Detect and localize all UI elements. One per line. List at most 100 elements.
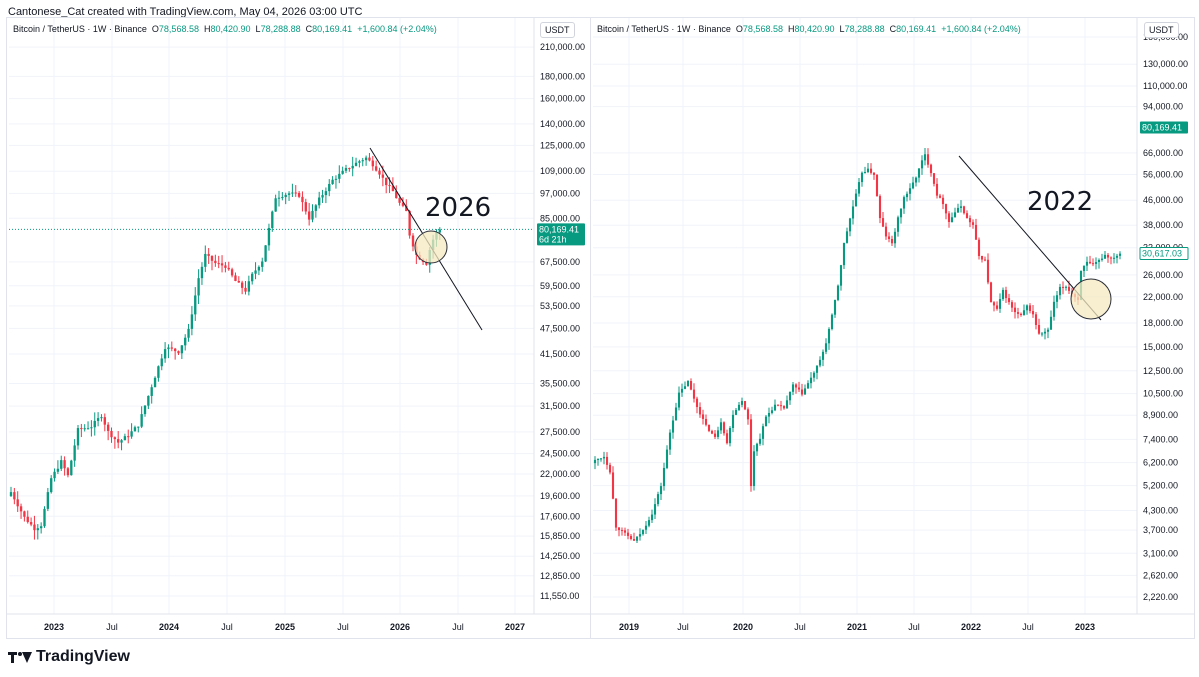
candle-body <box>911 182 915 189</box>
change-value: +1,600.84 (+2.04%) <box>357 24 437 34</box>
price-tick-label: 97,000.00 <box>540 188 580 198</box>
close-value: 80,169.41 <box>312 24 353 34</box>
candle-body <box>686 381 690 387</box>
price-tick-label: 31,500.00 <box>540 401 580 411</box>
candle-body <box>214 260 217 264</box>
time-tick-label: 2021 <box>847 622 867 632</box>
candle-body <box>224 265 227 268</box>
candle-body <box>932 173 936 184</box>
candle-body <box>611 472 615 499</box>
candle-body <box>120 440 123 443</box>
candle-body <box>170 347 173 349</box>
candle-body <box>177 351 180 354</box>
candle-body <box>187 328 190 338</box>
candle-body <box>207 253 210 256</box>
candles <box>9 152 441 540</box>
candle-body <box>351 165 354 169</box>
time-tick-label: 2025 <box>275 622 295 632</box>
candle-body <box>184 337 187 346</box>
candle-body <box>1100 258 1104 260</box>
candle-body <box>980 256 984 260</box>
candle-body <box>797 387 801 390</box>
highlight-circle <box>1070 278 1112 320</box>
candle-body <box>1103 254 1107 259</box>
candle-body <box>217 263 220 265</box>
candle-body <box>767 412 771 417</box>
candle-body <box>743 401 747 410</box>
chart-header: Cantonese_Cat created with TradingView.c… <box>8 6 363 18</box>
candle-body <box>1016 312 1020 314</box>
candle-body <box>200 266 204 279</box>
tradingview-logo[interactable]: TradingView <box>8 648 130 666</box>
candle-body <box>920 160 924 169</box>
price-tick-label: 67,500.00 <box>540 257 580 267</box>
price-tick-label: 22,000.00 <box>1143 292 1183 302</box>
time-tick-label: 2024 <box>159 622 179 632</box>
price-tick-label: 17,600.00 <box>540 511 580 521</box>
candle-body <box>50 478 53 493</box>
candle-body <box>773 404 777 411</box>
candle-body <box>368 157 371 161</box>
candle-body <box>127 436 130 438</box>
candle-body <box>425 261 428 265</box>
candle-body <box>173 348 177 352</box>
candle-body <box>995 305 999 309</box>
price-tick-label: 4,300.00 <box>1143 505 1178 515</box>
candle-body <box>845 231 849 243</box>
price-tick-label: 35,500.00 <box>540 379 580 389</box>
currency-button-left[interactable]: USDT <box>540 22 575 38</box>
candle-body <box>391 185 395 192</box>
time-tick-label: 2020 <box>733 622 753 632</box>
candle-body <box>986 259 990 283</box>
price-tick-label: 41,500.00 <box>540 349 580 359</box>
price-tick-label: 22,000.00 <box>540 469 580 479</box>
price-tick-label: 85,000.00 <box>540 213 580 223</box>
candle-body <box>680 388 684 393</box>
candlestick-chart-right[interactable]: 160,000.00130,000.00110,000.0094,000.006… <box>591 18 1194 638</box>
time-tick-label: 2023 <box>1075 622 1095 632</box>
year-annotation: 2022 <box>1027 187 1093 217</box>
price-tick-label: 24,500.00 <box>540 449 580 459</box>
time-tick-label: Jul <box>677 622 689 632</box>
candle-body <box>167 347 170 350</box>
candlestick-chart-left[interactable]: 210,000.00 180,000.00 160,000.00 140,000.00… <box>7 18 591 638</box>
chart-panel-2022[interactable]: 160,000.00130,000.00110,000.0094,000.006… <box>590 17 1195 639</box>
candle-body <box>9 492 13 496</box>
candle-body <box>896 217 900 232</box>
candle-body <box>788 391 792 401</box>
symbol-label: Bitcoin / TetherUS · 1W · Binance <box>597 24 731 34</box>
chart-panel-2026[interactable]: 210,000.00 180,000.00 160,000.00 140,000.00… <box>6 17 592 639</box>
candle-body <box>623 530 627 533</box>
candle-body <box>230 269 234 276</box>
candle-body <box>16 499 19 507</box>
candle-body <box>180 345 184 354</box>
candle-body <box>698 407 702 415</box>
candle-body <box>33 524 36 531</box>
price-tick-label: 15,000.00 <box>1143 342 1183 352</box>
candle-body <box>301 196 304 203</box>
candle-body <box>83 428 86 430</box>
price-tick-label: 125,000.00 <box>540 140 585 150</box>
candle-body <box>632 538 636 541</box>
candle-body <box>1109 257 1113 259</box>
currency-button-right[interactable]: USDT <box>1144 22 1179 38</box>
candle-body <box>13 492 16 500</box>
price-tick-label: 140,000.00 <box>540 119 585 129</box>
candle-body <box>965 213 969 219</box>
price-label-text: 80,169.41 <box>1142 122 1182 132</box>
candle-body <box>785 400 789 409</box>
candle-body <box>63 460 66 469</box>
candle-body <box>398 198 401 203</box>
candle-body <box>1112 257 1116 259</box>
price-tick-label: 210,000.00 <box>540 42 585 52</box>
candle-body <box>836 285 840 300</box>
grid <box>9 18 534 614</box>
candle-body <box>321 195 324 198</box>
candle-body <box>307 211 311 220</box>
time-tick-label: Jul <box>337 622 349 632</box>
candle-body <box>593 459 597 464</box>
price-tick-label: 27,500.00 <box>540 427 580 437</box>
candle-body <box>1091 263 1095 265</box>
candle-body <box>1064 286 1068 288</box>
candle-body <box>1004 289 1008 299</box>
